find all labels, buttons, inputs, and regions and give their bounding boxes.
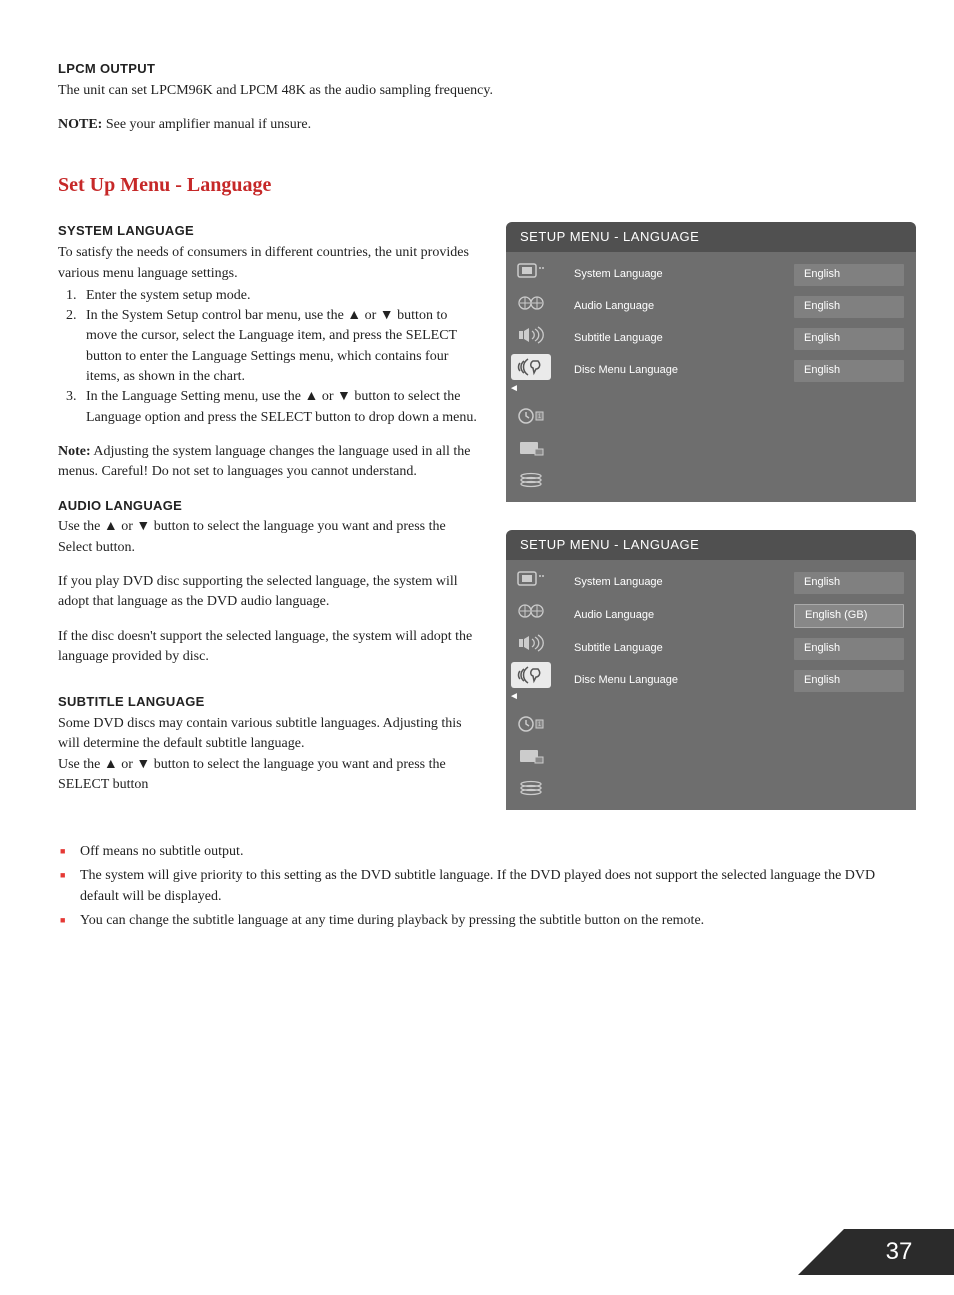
globe-icon[interactable] <box>511 598 551 624</box>
menu-row[interactable]: Audio Language English (GB) <box>574 604 904 628</box>
panel2-title: SETUP MENU - LANGUAGE <box>506 530 916 560</box>
lpcm-text: The unit can set LPCM96K and LPCM 48K as… <box>58 81 904 101</box>
menu-label: Disc Menu Language <box>574 363 678 379</box>
language-icon[interactable] <box>511 354 551 380</box>
menu-row[interactable]: Subtitle Language English <box>574 328 904 350</box>
subtitle-heading: SUBTITLE LANGUAGE <box>58 693 478 712</box>
lpcm-heading: LPCM OUTPUT <box>58 60 904 79</box>
menu-label: System Language <box>574 267 663 283</box>
clock-icon[interactable]: 1 <box>511 711 551 737</box>
menu-row[interactable]: System Language English <box>574 264 904 286</box>
step-1: Enter the system setup mode. <box>80 286 478 306</box>
menu-value[interactable]: English <box>794 264 904 286</box>
audio-p2: If you play DVD disc supporting the sele… <box>58 572 478 613</box>
page-number: 37 <box>844 1229 954 1275</box>
menu-row[interactable]: Audio Language English <box>574 296 904 318</box>
language-icon[interactable] <box>511 662 551 688</box>
panel1-sidebar: ◄ 1 <box>506 252 556 502</box>
subtitle-p2: Use the ▲ or ▼ button to select the lang… <box>58 755 478 796</box>
syslang-intro: To satisfy the needs of consumers in dif… <box>58 243 478 284</box>
audio-heading: AUDIO LANGUAGE <box>58 497 478 516</box>
subtitle-p1: Some DVD discs may contain various subti… <box>58 714 478 755</box>
syslang-steps: Enter the system setup mode. In the Syst… <box>58 286 478 428</box>
audio-p1: Use the ▲ or ▼ button to select the lang… <box>58 517 478 558</box>
syslang-heading: SYSTEM LANGUAGE <box>58 222 478 241</box>
menu-label: System Language <box>574 575 663 591</box>
panel2-main: System Language English Audio Language Eng… <box>556 560 916 810</box>
setup-panel-2: SETUP MENU - LANGUAGE ◄ 1 System Languag… <box>506 530 916 810</box>
menu-row[interactable]: Disc Menu Language English <box>574 360 904 382</box>
panel2-sidebar: ◄ 1 <box>506 560 556 810</box>
menu-value[interactable]: English <box>794 360 904 382</box>
menu-label: Audio Language <box>574 299 654 315</box>
menu-value[interactable]: English <box>794 670 904 692</box>
menu-value[interactable]: English <box>794 296 904 318</box>
speaker-icon[interactable] <box>511 630 551 656</box>
lpcm-note-text: See your amplifier manual if unsure. <box>102 117 311 132</box>
speaker-icon[interactable] <box>511 322 551 348</box>
arrow-left-icon: ◄ <box>509 382 519 397</box>
menu-label: Audio Language <box>574 608 654 624</box>
menu-value[interactable]: English <box>794 638 904 660</box>
step-2: In the System Setup control bar menu, us… <box>80 306 478 387</box>
subtitle-bullets: Off means no subtitle output. The system… <box>58 842 904 931</box>
menu-value[interactable]: English <box>794 328 904 350</box>
menu-label: Subtitle Language <box>574 331 663 347</box>
stack-icon[interactable] <box>511 467 551 493</box>
menu-row[interactable]: System Language English <box>574 572 904 594</box>
bullet-item: The system will give priority to this se… <box>80 866 904 907</box>
menu-row[interactable]: Disc Menu Language English <box>574 670 904 692</box>
step-3: In the Language Setting menu, use the ▲ … <box>80 387 478 428</box>
menu-label: Disc Menu Language <box>574 673 678 689</box>
audio-p3: If the disc doesn't support the selected… <box>58 627 478 668</box>
setup-panel-1: SETUP MENU - LANGUAGE ◄ 1 System Languag… <box>506 222 916 502</box>
display-icon[interactable] <box>511 743 551 769</box>
syslang-note-label: Note: <box>58 444 91 459</box>
clock-icon[interactable]: 1 <box>511 403 551 429</box>
bullet-item: You can change the subtitle language at … <box>80 911 904 931</box>
panel1-main: System Language English Audio Language Eng… <box>556 252 916 502</box>
page-title: Set Up Menu - Language <box>58 171 904 200</box>
tv-icon[interactable] <box>511 566 551 592</box>
display-icon[interactable] <box>511 435 551 461</box>
syslang-note-text: Adjusting the system language changes th… <box>58 444 471 479</box>
panel1-title: SETUP MENU - LANGUAGE <box>506 222 916 252</box>
menu-value[interactable]: English (GB) <box>794 604 904 628</box>
globe-icon[interactable] <box>511 290 551 316</box>
lpcm-note-label: NOTE: <box>58 117 102 132</box>
stack-icon[interactable] <box>511 775 551 801</box>
tv-icon[interactable] <box>511 258 551 284</box>
menu-label: Subtitle Language <box>574 641 663 657</box>
bullet-item: Off means no subtitle output. <box>80 842 904 862</box>
menu-value[interactable]: English <box>794 572 904 594</box>
menu-row[interactable]: Subtitle Language English <box>574 638 904 660</box>
arrow-left-icon: ◄ <box>509 690 519 705</box>
